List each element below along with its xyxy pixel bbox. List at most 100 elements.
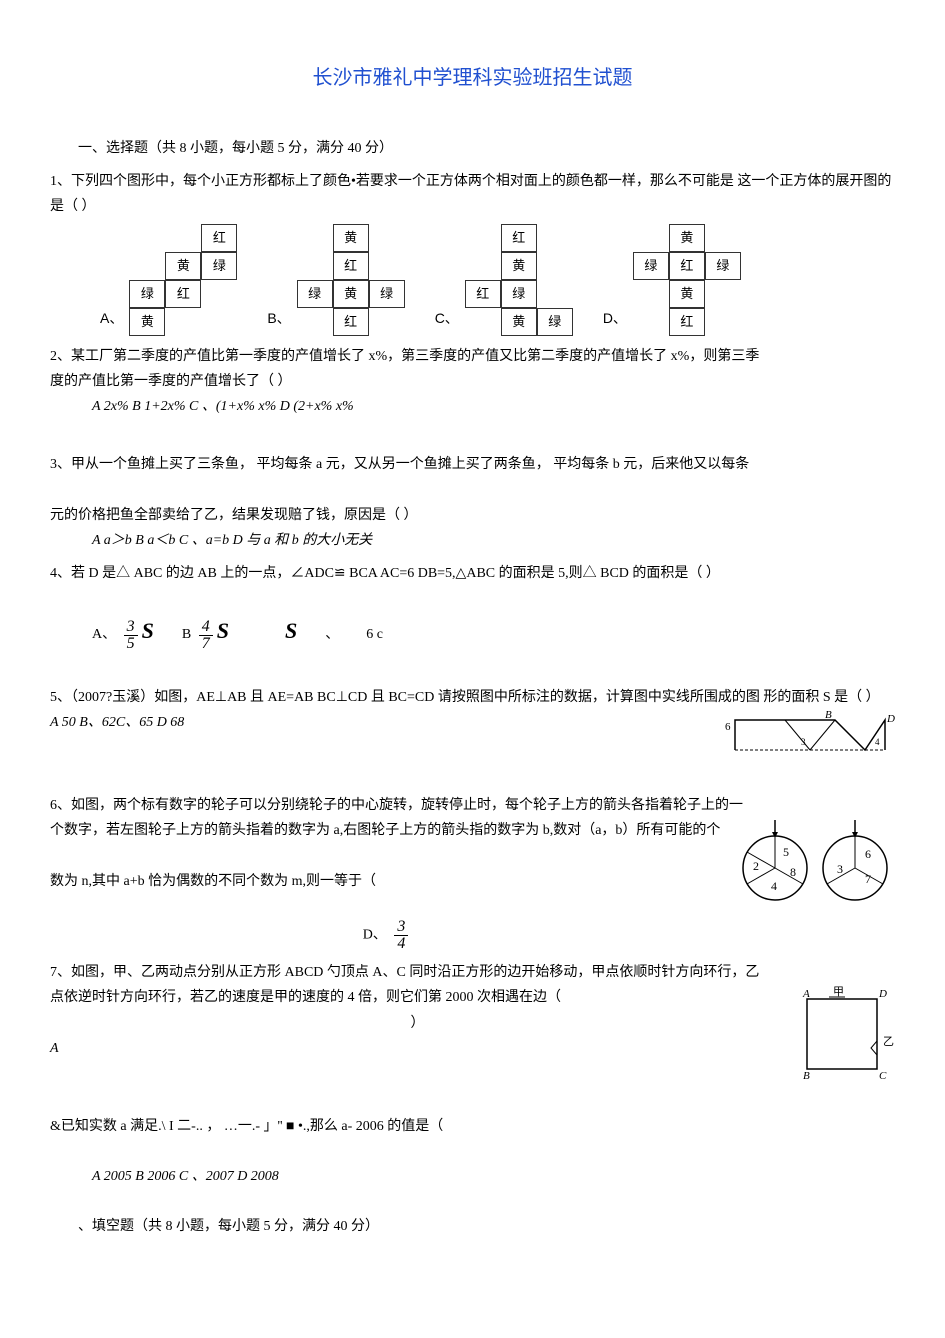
q5-options: A 50 B、62C、65 D 68: [50, 715, 184, 730]
q7-line1: 7、如图，甲、乙两动点分别从正方形 ABCD 勺顶点 A、C 同时沿正方形的边开…: [50, 960, 895, 985]
opt-label-a: A、: [100, 306, 123, 331]
cell: 绿: [369, 280, 405, 308]
q6-d-label: D、: [363, 928, 387, 943]
q5-figure: 6 B D 3 4: [725, 710, 895, 760]
cell: 绿: [501, 280, 537, 308]
q8-line1: &已知实数 a 满足.\ I 二-.. ， …一.- 」'' ■ •.,那么 a…: [50, 1114, 895, 1139]
q2-options: A 2x% B 1+2x% C 、(1+x% x% D (2+x% x%: [92, 394, 895, 419]
question-6: 6、如图，两个标有数字的轮子可以分别绕轮子的中心旋转，旋转停止时，每个轮子上方的…: [50, 793, 895, 952]
q8-options: A 2005 B 2006 C 、2007 D 2008: [92, 1164, 895, 1189]
q3-opts-text: A a＞b B a＜b C 、a=b D 与 a 和 b 的大小无关: [92, 533, 372, 548]
cell: 红: [669, 308, 705, 336]
svg-text:2: 2: [753, 859, 759, 873]
cell: 绿: [705, 252, 741, 280]
cell: 绿: [537, 308, 573, 336]
svg-text:B: B: [803, 1070, 810, 1080]
q1-options-row: A、 红 黄绿 绿红 黄 B、 黄 红 绿黄绿 红 C、 红 黄 红绿 黄绿 D…: [100, 224, 895, 336]
q2-opts-text: A 2x% B 1+2x% C 、(1+x% x% D (2+x% x%: [92, 399, 354, 414]
q6-wheels-figure: 5 8 4 2 6 7 3: [735, 818, 895, 908]
cell: 红: [669, 252, 705, 280]
svg-text:4: 4: [875, 737, 880, 747]
cell: 黄: [501, 252, 537, 280]
cell: 黄: [669, 224, 705, 252]
svg-text:4: 4: [771, 879, 777, 893]
cell: 红: [465, 280, 501, 308]
question-3: 3、甲从一个鱼摊上买了三条鱼， 平均每条 a 元，又从另一个鱼摊上买了两条鱼， …: [50, 452, 895, 553]
cell: 黄: [165, 252, 201, 280]
section-1-heading: 一、选择题（共 8 小题，每小题 5 分，满分 40 分）: [50, 136, 895, 161]
question-7: 7、如图，甲、乙两动点分别从正方形 ABCD 勺顶点 A、C 同时沿正方形的边开…: [50, 960, 895, 1080]
q4-d-extra: 6 c: [366, 627, 383, 642]
s-symbol: S: [142, 618, 154, 643]
page-title: 长沙市雅礼中学理科实验班招生试题: [50, 60, 895, 96]
svg-text:C: C: [879, 1070, 887, 1080]
opt-label-c: C、: [435, 306, 459, 331]
s-symbol: S: [285, 618, 297, 643]
cube-net-c: 红 黄 红绿 黄绿: [465, 224, 573, 336]
q4-line1: 4、若 D 是△ ABC 的边 AB 上的一点，∠ADC≌ BCA AC=6 D…: [50, 561, 895, 586]
q7-opt-a: A: [50, 1036, 785, 1061]
svg-text:6: 6: [725, 721, 731, 733]
q4-c-extra: 、: [325, 627, 339, 642]
cube-net-d: 黄 绿红绿 黄 红: [633, 224, 741, 336]
cell: 黄: [501, 308, 537, 336]
q3-line2: 元的价格把鱼全部卖给了乙，结果发现赔了钱，原因是（ ）: [50, 503, 895, 528]
svg-text:5: 5: [783, 845, 789, 859]
svg-text:3: 3: [801, 737, 806, 747]
svg-text:6: 6: [865, 847, 871, 861]
cube-net-a: 红 黄绿 绿红 黄: [129, 224, 237, 336]
q2-line2: 度的产值比第一季度的产值增长了（ ）: [50, 369, 895, 394]
q7-line2: 点依逆时针方向环行，若乙的速度是甲的速度的 4 倍，则它们第 2000 次相遇在…: [50, 990, 561, 1005]
q4-b: B: [182, 627, 191, 642]
cube-net-b: 黄 红 绿黄绿 红: [297, 224, 405, 336]
q4-a: A、: [92, 627, 116, 642]
q7-square-figure: A D B C 甲 乙: [795, 985, 895, 1080]
question-2: 2、某工厂第二季度的产值比第一季度的产值增长了 x%，第三季度的产值又比第二季度…: [50, 344, 895, 420]
cell: 绿: [633, 252, 669, 280]
q6-opt-d: D、 34: [50, 919, 725, 952]
cell: 绿: [201, 252, 237, 280]
opt-label-d: D、: [603, 306, 627, 331]
q2-line1: 2、某工厂第二季度的产值比第一季度的产值增长了 x%，第三季度的产值又比第二季度…: [50, 344, 895, 369]
q6-line3: 数为 n,其中 a+b 恰为偶数的不同个数为 m,则一等于（: [50, 869, 725, 894]
svg-text:D: D: [886, 713, 895, 725]
frac-4-7: 47: [199, 619, 213, 652]
frac-3-5: 35: [124, 619, 138, 652]
cell: 绿: [297, 280, 333, 308]
svg-text:8: 8: [790, 865, 796, 879]
q1-option-a: A、 红 黄绿 绿红 黄: [100, 224, 237, 336]
question-4: 4、若 D 是△ ABC 的边 AB 上的一点，∠ADC≌ BCA AC=6 D…: [50, 561, 895, 652]
svg-text:B: B: [825, 710, 832, 721]
cell: 红: [333, 252, 369, 280]
cell: 红: [501, 224, 537, 252]
svg-text:7: 7: [865, 872, 871, 886]
cell: 红: [201, 224, 237, 252]
q1-text: 1、下列四个图形中，每个小正方形都标上了颜色•若要求一个正方体两个相对面上的颜色…: [50, 174, 891, 214]
q1-option-d: D、 黄 绿红绿 黄 红: [603, 224, 741, 336]
cell: 黄: [669, 280, 705, 308]
cell: 红: [165, 280, 201, 308]
q1-option-c: C、 红 黄 红绿 黄绿: [435, 224, 573, 336]
frac-3-4: 34: [394, 919, 408, 952]
q3-options: A a＞b B a＜b C 、a=b D 与 a 和 b 的大小无关: [92, 528, 895, 553]
cell: 黄: [129, 308, 165, 336]
cell: 黄: [333, 224, 369, 252]
q1-option-b: B、 黄 红 绿黄绿 红: [267, 224, 404, 336]
section-2-heading: 、填空题（共 8 小题，每小题 5 分，满分 40 分）: [50, 1214, 895, 1239]
cell: 黄: [333, 280, 369, 308]
q6-line2: 个数字，若左图轮子上方的箭头指着的数字为 a,右图轮子上方的箭头指的数字为 b,…: [50, 818, 725, 843]
question-1: 1、下列四个图形中，每个小正方形都标上了颜色•若要求一个正方体两个相对面上的颜色…: [50, 169, 895, 219]
cell: 红: [333, 308, 369, 336]
svg-text:3: 3: [837, 862, 843, 876]
cell: 绿: [129, 280, 165, 308]
q3-line1: 3、甲从一个鱼摊上买了三条鱼， 平均每条 a 元，又从另一个鱼摊上买了两条鱼， …: [50, 452, 895, 477]
q5-line1: 5、（2007?玉溪）如图，AE⊥AB 且 AE=AB BC⊥CD 且 BC=C…: [50, 685, 895, 710]
q7-line3: ）: [50, 1011, 785, 1036]
svg-text:D: D: [878, 988, 887, 1000]
question-5: 5、（2007?玉溪）如图，AE⊥AB 且 AE=AB BC⊥CD 且 BC=C…: [50, 685, 895, 760]
s-symbol: S: [217, 618, 229, 643]
svg-text:A: A: [802, 988, 810, 1000]
svg-text:乙: 乙: [883, 1035, 894, 1048]
question-8: &已知实数 a 满足.\ I 二-.. ， …一.- 」'' ■ •.,那么 a…: [50, 1114, 895, 1190]
svg-text:甲: 甲: [833, 986, 844, 998]
